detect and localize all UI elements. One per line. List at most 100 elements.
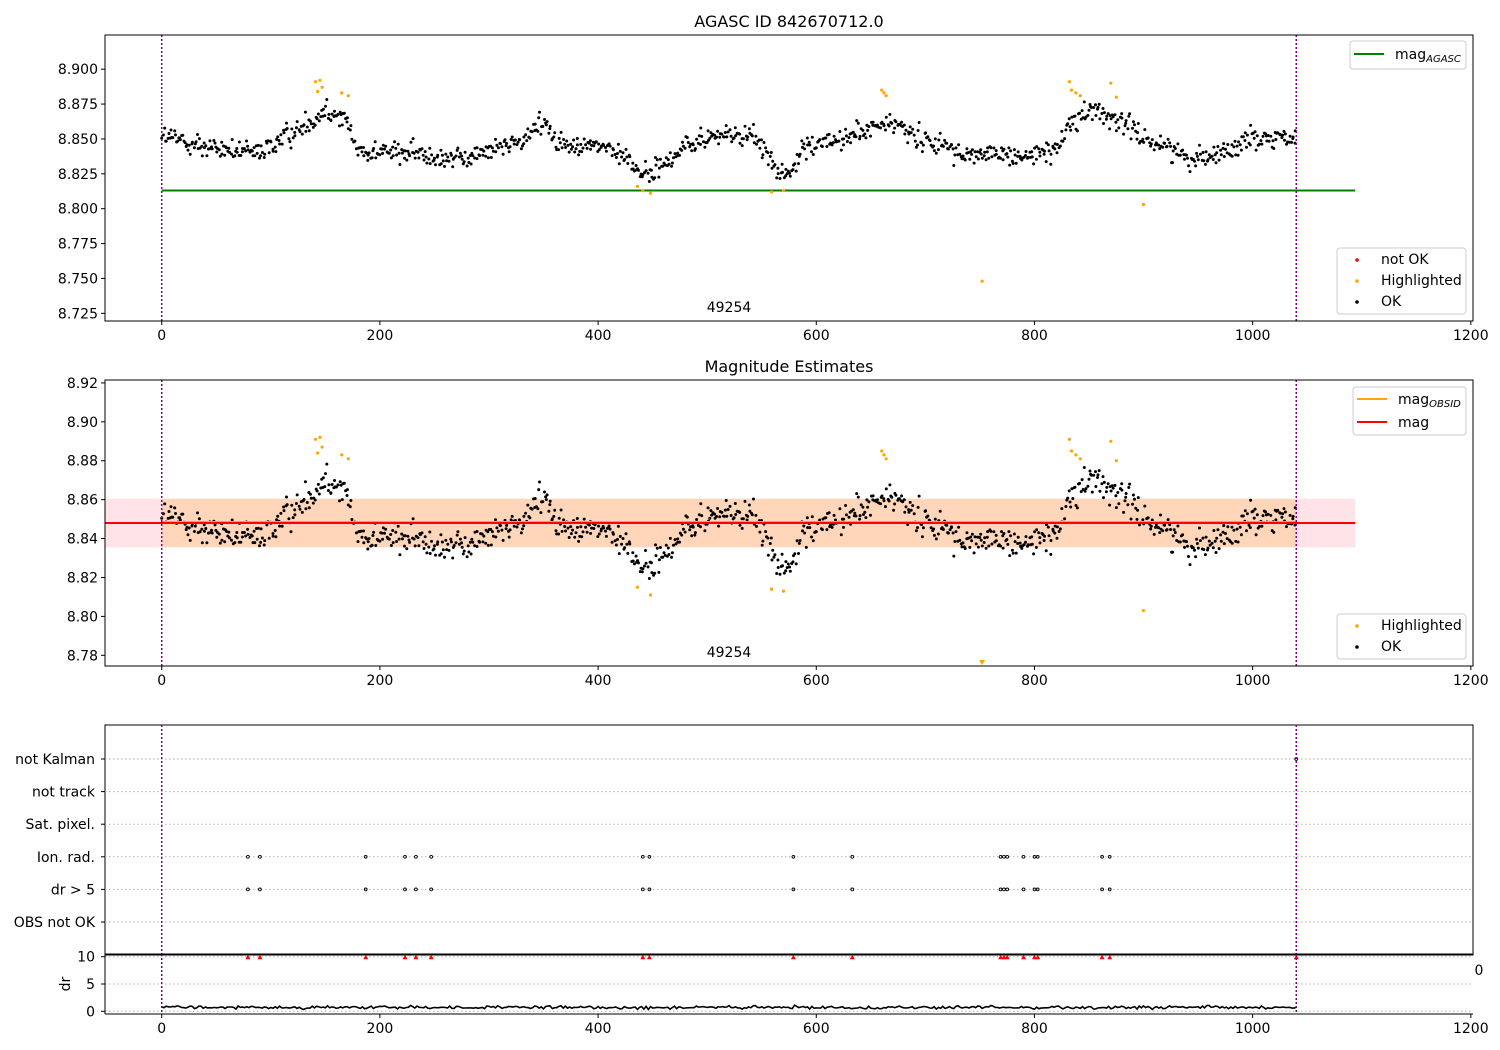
ok-point — [723, 508, 727, 512]
ok-point — [894, 120, 898, 124]
ok-point — [552, 135, 556, 139]
flag-point — [850, 854, 855, 859]
x-tick-label: 200 — [367, 673, 394, 689]
ok-point — [422, 158, 426, 162]
ok-point — [333, 479, 336, 482]
highlighted-point — [1074, 91, 1078, 95]
ok-point — [468, 540, 472, 544]
ok-point — [807, 140, 811, 144]
ok-point — [1051, 529, 1055, 533]
ok-point — [460, 541, 464, 545]
ok-point — [1026, 543, 1030, 547]
ok-point — [275, 137, 279, 141]
flag-point — [1035, 854, 1040, 859]
ok-point — [173, 129, 177, 133]
ok-point — [428, 530, 432, 534]
ok-point — [1116, 491, 1120, 494]
ok-point — [510, 514, 514, 518]
ok-point — [695, 518, 699, 521]
ok-point — [505, 523, 509, 527]
ok-point — [726, 508, 730, 511]
dr-clipped-marker — [1099, 954, 1105, 960]
ok-point — [579, 525, 583, 529]
ok-point — [522, 142, 526, 146]
ok-point — [589, 147, 593, 151]
ok-point — [602, 526, 606, 530]
panel-magnitude-obsid-label: 49254 — [707, 645, 752, 661]
ok-point — [580, 535, 584, 539]
ok-point — [560, 529, 564, 533]
ok-point — [269, 140, 273, 144]
ok-point — [353, 139, 357, 143]
ok-point — [1117, 502, 1121, 506]
ok-point — [1046, 143, 1050, 147]
ok-point — [276, 135, 280, 139]
ok-point — [1150, 518, 1154, 522]
ok-point — [1101, 475, 1105, 479]
ok-point — [597, 142, 601, 146]
ok-point — [525, 139, 529, 143]
ok-point — [235, 147, 239, 150]
ok-point — [405, 547, 409, 551]
ok-point — [574, 531, 578, 535]
ok-point — [1128, 112, 1132, 116]
ok-point — [242, 147, 246, 151]
ok-point — [604, 149, 608, 153]
ok-point — [471, 154, 475, 158]
ok-point — [501, 152, 505, 156]
ok-point — [480, 532, 484, 536]
ok-point — [903, 132, 907, 136]
ok-point — [408, 540, 412, 544]
ok-point — [686, 141, 690, 144]
ok-point — [1123, 499, 1127, 503]
ok-point — [1006, 542, 1010, 546]
ok-point — [673, 152, 677, 156]
ok-point — [934, 151, 938, 155]
ok-point — [1073, 485, 1077, 489]
ok-point — [733, 502, 737, 505]
ok-point — [666, 158, 670, 162]
ok-point — [913, 139, 917, 143]
ok-point — [863, 132, 867, 136]
ok-point — [315, 489, 319, 493]
ok-point — [1152, 148, 1156, 152]
ok-point — [1097, 469, 1101, 473]
ok-point — [572, 138, 576, 142]
ok-point — [631, 161, 635, 165]
ok-point — [882, 124, 886, 128]
ok-point — [428, 162, 432, 166]
ok-point — [1143, 504, 1147, 508]
ok-point — [311, 125, 315, 129]
ok-point — [577, 153, 581, 157]
ok-point — [427, 157, 431, 161]
ok-point — [752, 123, 755, 126]
ok-point — [441, 159, 445, 163]
ok-point — [378, 153, 382, 157]
ok-point — [1193, 548, 1196, 552]
ok-point — [1079, 490, 1083, 494]
ok-point — [1146, 516, 1150, 520]
dr-clipped-marker — [1004, 954, 1010, 960]
ok-point — [1166, 137, 1170, 141]
ok-point — [1195, 151, 1199, 155]
ok-point — [644, 549, 647, 552]
ok-point — [1230, 143, 1234, 147]
ok-point — [294, 126, 298, 130]
ok-point — [952, 164, 956, 167]
ok-point — [471, 540, 475, 544]
ok-point — [1217, 547, 1221, 551]
ok-point — [208, 531, 212, 535]
highlighted-point — [1078, 94, 1082, 98]
ok-point — [362, 529, 365, 533]
ok-point — [637, 168, 640, 172]
ok-point — [1210, 541, 1214, 545]
ok-point — [785, 566, 789, 570]
ok-point — [643, 564, 646, 568]
panel-agasc-x-axis: 0 200 400 600 800 1000 1200 — [157, 321, 1489, 344]
ok-point — [463, 536, 467, 540]
ok-point — [329, 119, 333, 122]
legend-line-mag-agasc-subscript: AGASC — [1425, 54, 1461, 65]
ok-point — [1254, 148, 1258, 152]
ok-point — [717, 524, 721, 528]
ok-point — [245, 139, 248, 143]
